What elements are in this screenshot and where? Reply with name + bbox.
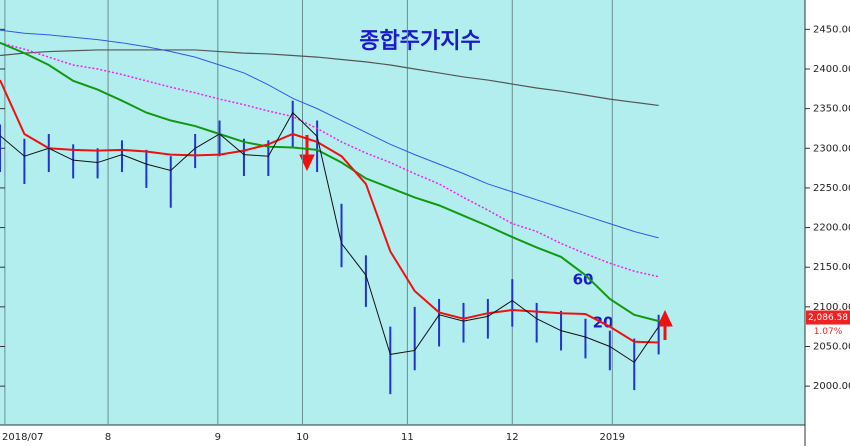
x-tick-label: 2018/07 <box>2 432 44 443</box>
y-tick-label: 2350.00 <box>813 104 850 115</box>
price-label: 2,086.58 <box>808 313 848 323</box>
y-tick-label: 2200.00 <box>813 223 850 234</box>
y-tick-label: 2400.00 <box>813 64 850 75</box>
ma-line <box>0 41 659 323</box>
y-tick-label: 2450.00 <box>813 24 850 35</box>
y-tick-label: 2000.00 <box>813 381 850 392</box>
y-tick-label: 2050.00 <box>813 342 850 353</box>
y-tick-label: 2150.00 <box>813 262 850 273</box>
change-label: 1.07% <box>814 327 843 337</box>
y-tick-label: 2300.00 <box>813 143 850 154</box>
y-tick-label: 2250.00 <box>813 183 850 194</box>
x-tick-label: 8 <box>105 432 111 443</box>
x-tick-label: 10 <box>296 432 309 443</box>
x-tick-label: 9 <box>215 432 221 443</box>
ma-line <box>0 49 659 107</box>
ma-line <box>0 42 659 278</box>
annotation: 60 <box>573 271 594 289</box>
ma-line <box>0 111 660 364</box>
ma-line <box>0 79 659 344</box>
x-tick-label: 12 <box>506 432 519 443</box>
chart-title: 종합주가지수 <box>359 28 480 54</box>
x-tick-label: 11 <box>401 432 414 443</box>
y-tick-label: 2100.00 <box>813 302 850 313</box>
plot-area <box>0 0 805 425</box>
ma-line <box>0 29 659 239</box>
price-tag <box>806 310 850 325</box>
x-tick-label: 2019 <box>600 432 625 443</box>
up-arrow <box>657 309 673 340</box>
